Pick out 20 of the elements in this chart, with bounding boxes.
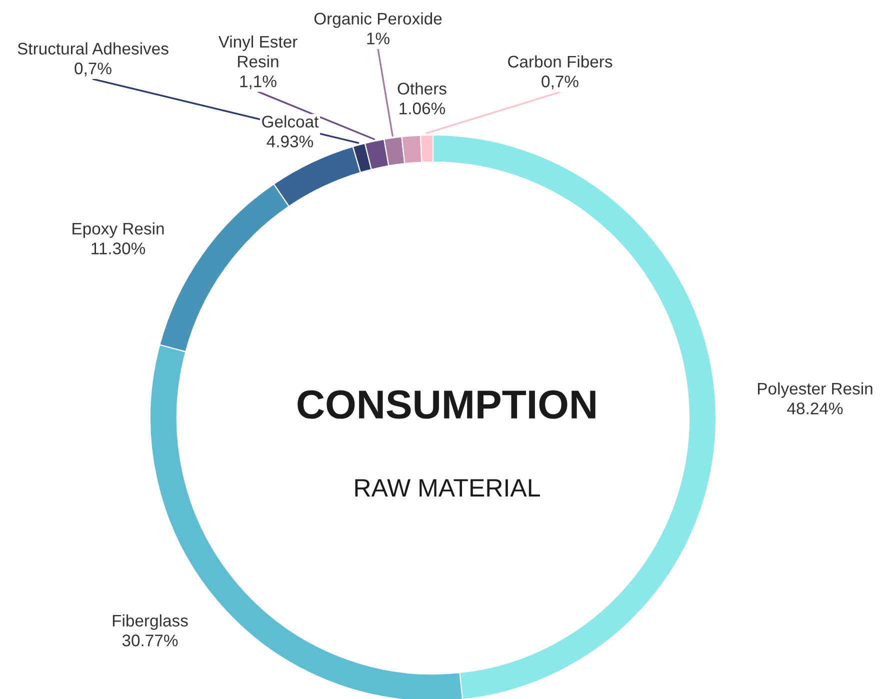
slice-label: Epoxy Resin — [72, 222, 164, 238]
data-label: 30.77% — [122, 634, 178, 646]
data-label: 11.30% — [92, 242, 146, 254]
data-label: 0,7% — [74, 62, 112, 76]
data-label: 48.24% — [787, 402, 843, 414]
data-label: 1% — [367, 32, 390, 44]
text: CONSUMPTION — [298, 390, 596, 419]
slice-label: Gelcoat — [262, 115, 319, 128]
data-label: 0,7% — [542, 76, 578, 90]
slice-label: Polyester Resin — [758, 382, 872, 398]
text: RAW MATERIAL — [355, 479, 540, 496]
data-label: 1.06% — [400, 102, 446, 114]
data-label: 4.93% — [266, 136, 314, 148]
slice-label: Fiberglass — [112, 614, 188, 630]
slice-label: Others — [398, 82, 446, 95]
slice-label: Organic Peroxide — [314, 12, 442, 28]
slice-label: Structural Adhesives — [18, 42, 168, 55]
slice-label: Vinyl Ester Resin — [218, 35, 298, 68]
slice-label: Carbon Fibers — [508, 55, 612, 68]
data-label: 1,1% — [240, 76, 276, 90]
